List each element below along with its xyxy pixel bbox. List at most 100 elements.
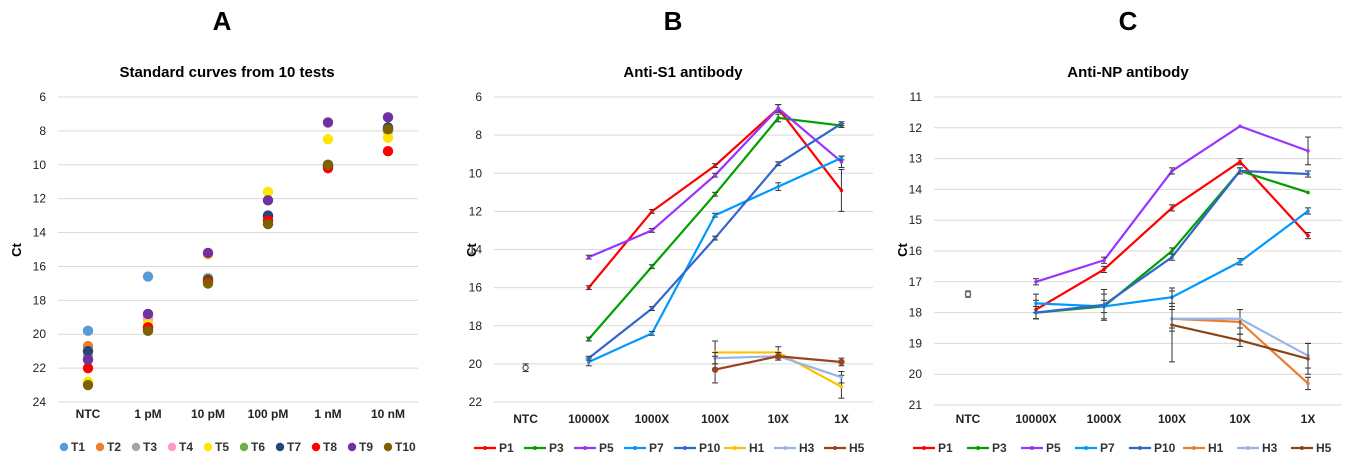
chart-c-point-p1 [1170,206,1174,210]
chart-c-x-tick-label: NTC [956,412,981,426]
chart-c-point-p10 [1102,303,1106,307]
chart-a-point-t1 [142,271,154,282]
chart-a-point-t1 [82,325,94,337]
chart-a-y-tick-label: 20 [33,327,47,341]
chart-a-x-tick-label: 1 nM [314,407,341,421]
chart-b-point-p7 [776,184,781,189]
chart-c-point-p7 [1306,209,1310,213]
chart-b-point-p3 [586,337,591,341]
chart-a-x-tick-label: NTC [76,407,101,421]
chart-a-point-t9 [142,308,154,320]
chart-b-point-p10 [650,306,654,311]
chart-b-legend-label-p1: P1 [499,441,514,455]
chart-b-point-h5 [838,358,845,366]
chart-a-title: Standard curves from 10 tests [119,64,334,81]
chart-b-point-p3 [776,116,781,120]
chart-b-legend-dot-p7 [633,446,637,450]
chart-b-point-p5 [839,160,844,164]
chart-c-point-p10 [1170,255,1174,259]
chart-b-point-p1 [839,188,844,193]
chart-a-point-t5 [382,132,394,143]
chart-b-point-p5 [586,255,591,259]
chart-b-legend-label-p3: P3 [549,441,564,455]
chart-b-point-p1 [586,285,591,290]
chart-c-x-tick-label: 10X [1229,412,1250,426]
chart-a-legend-marker-t10 [383,442,393,452]
chart-c-legend-dot-p1 [922,446,926,450]
chart-b-legend-label-p5: P5 [599,441,614,455]
chart-c-point-p3 [1170,249,1174,253]
chart-b-legend-dot-p3 [533,446,537,450]
chart-a-legend-marker-t1 [59,442,69,452]
chart-b-point-p3 [713,192,717,197]
chart-b-y-tick-label: 6 [475,90,482,104]
chart-c-legend-dot-p3 [976,446,980,450]
chart-b-point-h1 [839,384,844,389]
chart-b-legend-dot-h3 [783,446,787,450]
chart-a-y-tick-label: 6 [39,90,46,104]
chart-c-point-p5 [1034,280,1038,284]
chart-a-point-t9 [202,247,214,259]
chart-a-y-tick-label: 10 [33,158,47,172]
chart-a-point-t9 [382,112,394,123]
chart-c-point-p7 [1238,259,1242,264]
chart-a-standard-curves: 6 8 10 12 14 16 18 20 22 24 NTC 1 pM 10 pM 100 pM 1 nM… [33,90,418,454]
chart-c-legend-label-p10: P10 [1154,441,1176,455]
chart-c-point-h5 [1170,323,1174,327]
chart-c-y-tick-label: 21 [909,398,923,412]
chart-b-y-tick-label: 16 [469,281,483,295]
chart-a-legend-marker-t4 [167,442,177,452]
panel-letter-c: C [1119,6,1138,36]
chart-c-legend-dot-p10 [1138,446,1142,450]
chart-c-y-tick-label: 16 [909,244,923,258]
chart-a-y-tick-label: 14 [33,226,47,240]
chart-b-y-tick-label: 8 [475,128,482,142]
chart-b-point-p10 [713,236,717,240]
chart-b-legend-label-p10: P10 [699,441,721,455]
chart-c-point-p10 [1306,172,1310,176]
chart-a-x-tick-label: 100 pM [248,407,289,421]
chart-a-legend-label-t7: T7 [287,440,301,454]
chart-a-legend-marker-t8 [311,442,321,452]
chart-b-y-tick-label: 22 [469,395,483,409]
chart-b-x-tick-label: 1X [834,412,849,426]
chart-a-point-t7 [82,345,94,357]
chart-a-point-t5 [262,186,274,198]
chart-c-point-h3 [1238,316,1242,321]
chart-c-point-p7 [1034,301,1038,306]
chart-b-y-axis-label: Ct [464,242,479,256]
chart-c-x-tick-label: 10000X [1015,412,1056,426]
panel-letter-a: A [213,6,232,36]
chart-a-y-tick-label: 22 [33,361,47,375]
chart-c-legend-label-h3: H3 [1262,441,1278,455]
chart-c-title: Anti-NP antibody [1067,64,1189,81]
chart-b-legend-dot-p1 [483,446,487,450]
chart-b-y-tick-label: 12 [469,204,483,218]
chart-a-y-tick-label: 12 [33,192,47,206]
chart-a-point-t10 [202,278,214,289]
chart-a-x-tick-label: 10 nM [371,407,405,421]
chart-c-y-tick-label: 13 [909,152,923,166]
chart-a-legend-marker-t3 [131,442,141,452]
chart-a-legend-label-t4: T4 [179,440,193,454]
chart-a-point-t8 [82,362,94,374]
chart-a-y-tick-label: 18 [33,293,47,307]
chart-c-x-tick-label: 1000X [1087,412,1122,426]
chart-c-y-tick-label: 12 [909,121,923,135]
chart-c-legend-label-p3: P3 [992,441,1007,455]
chart-b-point-p5 [713,173,717,177]
chart-b-legend-label-h1: H1 [749,441,765,455]
chart-b-point-p10 [839,121,844,126]
chart-b-legend-dot-h1 [733,446,737,450]
chart-c-y-tick-label: 19 [909,336,923,350]
chart-c-point-p10 [1034,310,1038,315]
chart-b-point-p1 [650,209,654,214]
chart-b-line-p3 [587,116,842,340]
chart-c-point-p3 [1306,190,1310,195]
chart-b-legend-label-h3: H3 [799,441,815,455]
chart-c-legend-label-h1: H1 [1208,441,1224,455]
chart-c-anti-np: 11 12 13 14 15 16 17 18 19 20 21 NTC 10000X 1000X 100X… [909,90,1342,455]
chart-c-y-tick-label: 14 [909,182,923,196]
chart-a-point-t10 [142,325,154,337]
